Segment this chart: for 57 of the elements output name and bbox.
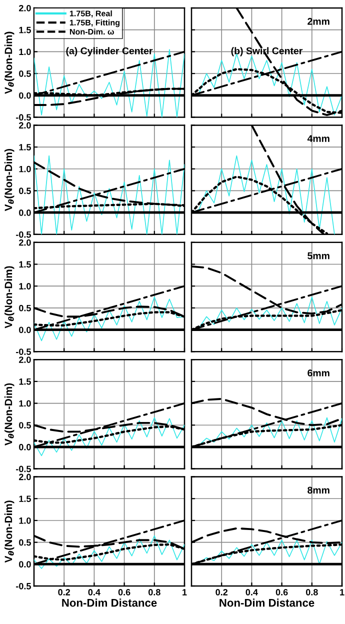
y-tick-label: 2.0: [18, 474, 31, 480]
x-axis-title: Non-Dim Distance: [62, 598, 157, 607]
y-tick-label: -0.5: [16, 348, 31, 355]
y-tick-label: 0.5: [19, 539, 31, 546]
y-tick-label: 2.0: [18, 239, 31, 246]
y-tick-label: 0.5: [19, 70, 31, 77]
y-tick-label: 1.5: [19, 261, 31, 268]
y-axis-title: V$_{θ}$(Non-Dim): [4, 32, 14, 94]
x-tick-label: 0.2: [216, 589, 228, 596]
y-axis-title: V$_{θ}$(Non-Dim): [4, 383, 14, 446]
x-axis-title: Non-Dim Distance: [220, 598, 314, 607]
legend-label: 1.75B, Real: [70, 10, 112, 18]
y-axis-title: V$_{θ}$(Non-Dim): [4, 500, 14, 563]
y-tick-label: -0.5: [16, 231, 31, 238]
annotation: 4mm: [307, 135, 330, 142]
y-tick-label: -0.5: [16, 114, 31, 121]
y-tick-label: 0.0: [19, 444, 31, 450]
annotation: 2mm: [308, 18, 330, 25]
annotation: 6mm: [308, 370, 330, 376]
legend-label: 1.75B, Fitting: [70, 20, 120, 28]
y-tick-label: 0.5: [19, 188, 31, 194]
x-tick-label: 0.8: [306, 589, 318, 596]
x-tick-label: 0.8: [148, 589, 160, 596]
y-tick-label: 0.0: [19, 92, 31, 99]
y-axis-title: V$_{θ}$(Non-Dim): [4, 148, 14, 212]
y-tick-label: 1.0: [19, 517, 31, 524]
y-tick-label: 0.5: [19, 304, 31, 312]
x-tick-label: 0.2: [58, 589, 70, 596]
annotation: 5mm: [308, 252, 330, 260]
legend-label: Non-Dim. ω: [70, 28, 114, 35]
x-tick-label: 0.6: [276, 589, 288, 596]
y-tick-label: 1.0: [19, 283, 31, 290]
y-tick-label: 1.0: [19, 48, 31, 56]
x-tick-label: 0.4: [88, 589, 100, 596]
y-tick-label: 0.0: [19, 210, 31, 216]
y-tick-label: 0.0: [19, 326, 31, 334]
y-tick-label: 2.0: [18, 122, 31, 129]
y-tick-label: 1.5: [19, 378, 31, 385]
y-tick-label: 1.0: [19, 400, 31, 407]
y-tick-label: 1.5: [19, 496, 31, 502]
y-tick-label: -0.5: [16, 466, 31, 472]
y-tick-label: -0.5: [16, 582, 31, 590]
x-tick-label: 1: [340, 589, 344, 596]
annotation: (b) Swirl Center: [231, 47, 303, 56]
x-tick-label: 1: [182, 589, 187, 596]
y-tick-label: 1.5: [19, 144, 31, 150]
y-tick-label: 2.0: [18, 356, 31, 363]
x-tick-label: 0.4: [246, 589, 258, 596]
x-tick-label: 0.6: [118, 589, 130, 596]
y-tick-label: 0.0: [19, 561, 31, 568]
y-tick-label: 0.5: [19, 422, 31, 428]
y-tick-label: 2.0: [18, 4, 31, 12]
annotation: 8mm: [308, 486, 330, 494]
y-tick-label: 1.0: [19, 166, 31, 172]
y-tick-label: 1.5: [19, 26, 31, 34]
y-axis-title: V$_{θ}$(Non-Dim): [4, 266, 14, 328]
annotation: (a) Cylinder Center: [66, 47, 153, 56]
